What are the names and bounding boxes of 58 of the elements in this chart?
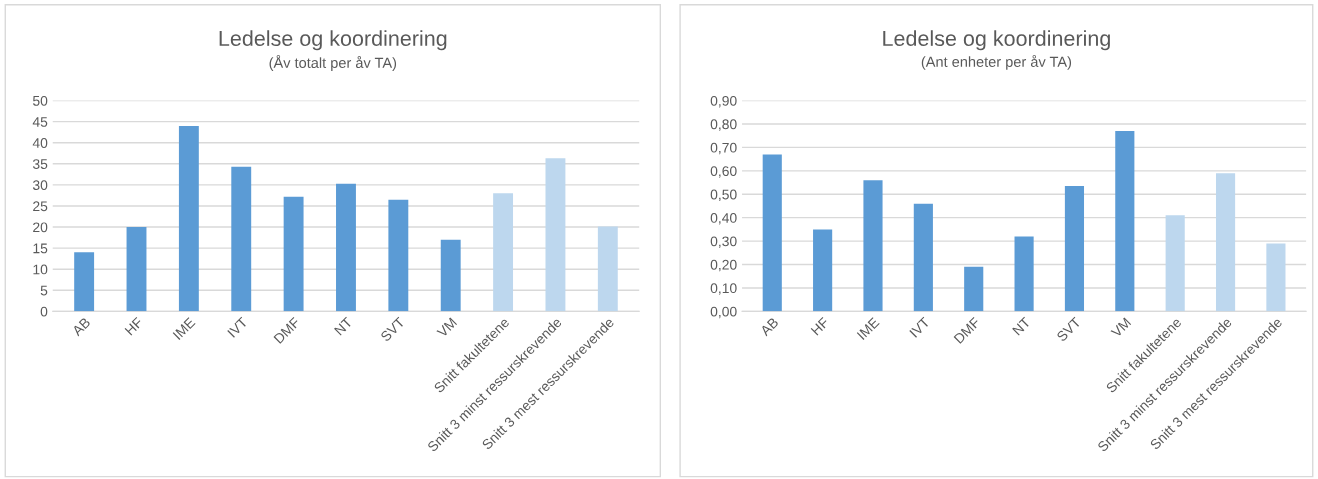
y-tick-label: 0,50 bbox=[710, 189, 737, 202]
y-tick-label: 15 bbox=[33, 243, 48, 254]
x-tick-label: NT bbox=[1012, 316, 1031, 336]
bar bbox=[913, 203, 933, 312]
bar bbox=[964, 266, 984, 312]
chart-title: Ledelse og koordinering bbox=[219, 30, 447, 51]
x-tick-label: HF bbox=[124, 316, 144, 336]
y-tick-label: 0,30 bbox=[710, 236, 737, 248]
bar bbox=[493, 193, 514, 312]
y-tick-label: 0 bbox=[40, 306, 48, 317]
bar bbox=[1266, 243, 1286, 312]
chart-subtitle: (Ant enheter per åv TA) bbox=[921, 55, 1072, 70]
bar bbox=[126, 227, 147, 312]
y-tick-label: 5 bbox=[40, 285, 48, 296]
bar bbox=[863, 180, 883, 312]
y-tick-label: 0,40 bbox=[710, 213, 737, 225]
bar bbox=[231, 166, 252, 312]
x-tick-label: AB bbox=[71, 317, 91, 337]
y-tick-label: 50 bbox=[32, 95, 48, 106]
bar bbox=[440, 239, 461, 312]
bar bbox=[74, 252, 95, 312]
y-tick-label: 10 bbox=[33, 264, 48, 275]
bar bbox=[545, 158, 566, 312]
bar bbox=[1115, 131, 1135, 312]
y-tick-label: 45 bbox=[32, 117, 48, 127]
y-tick-label: 30 bbox=[32, 180, 48, 191]
x-tick-label: IVT bbox=[909, 316, 931, 338]
y-tick-label: 0,80 bbox=[710, 119, 737, 131]
y-tick-label: 20 bbox=[33, 222, 48, 233]
bar bbox=[388, 199, 409, 312]
x-tick-label: NT bbox=[334, 316, 353, 336]
x-tick-label: AB bbox=[759, 317, 779, 337]
y-tick-label: 0,60 bbox=[710, 166, 737, 178]
y-tick-label: 25 bbox=[33, 201, 48, 212]
y-tick-label: 0,90 bbox=[710, 95, 737, 108]
y-tick-label: 0,10 bbox=[710, 283, 737, 295]
bar bbox=[1064, 186, 1085, 312]
y-tick-label: 0,70 bbox=[710, 142, 737, 155]
bar bbox=[597, 226, 618, 312]
bar bbox=[813, 229, 833, 312]
bar bbox=[1014, 236, 1034, 312]
bar bbox=[178, 125, 199, 312]
x-tick-label: IME bbox=[172, 316, 196, 340]
chart-subtitle: (Åv totalt per åv TA) bbox=[269, 55, 397, 71]
bar bbox=[1215, 173, 1236, 312]
y-tick-label: 40 bbox=[32, 138, 48, 148]
y-tick-label: 35 bbox=[32, 159, 48, 169]
x-tick-label: IME bbox=[856, 316, 880, 340]
bar bbox=[1165, 215, 1185, 312]
x-tick-label: VM bbox=[436, 317, 458, 339]
bar bbox=[762, 154, 782, 312]
y-tick-label: 0,20 bbox=[710, 259, 737, 272]
x-tick-label: HF bbox=[810, 316, 830, 336]
x-tick-label: IVT bbox=[227, 316, 249, 338]
bar bbox=[336, 183, 356, 312]
y-tick-label: 0,00 bbox=[710, 306, 737, 319]
bar bbox=[283, 196, 304, 312]
chart-title: Ledelse og koordinering bbox=[883, 30, 1110, 51]
